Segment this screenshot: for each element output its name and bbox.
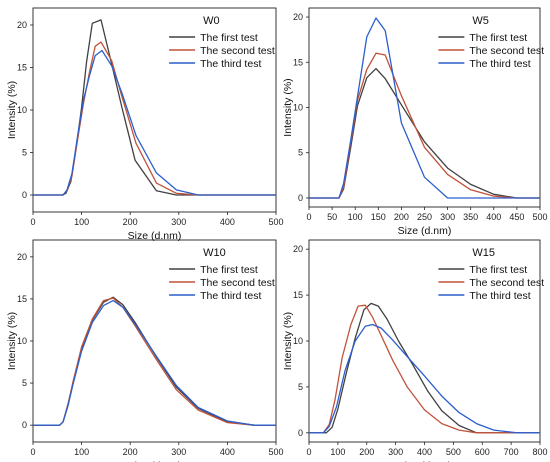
y-tick-label: 10 — [293, 336, 303, 346]
panel-title: W10 — [203, 247, 226, 259]
series-line-3 — [309, 323, 540, 434]
x-tick-label: 800 — [532, 447, 547, 457]
x-tick-label: 150 — [371, 212, 386, 222]
legend-label: The third test — [200, 58, 261, 70]
x-tick-label: 200 — [123, 217, 138, 227]
y-tick-label: 0 — [22, 190, 27, 200]
series-line-1 — [33, 296, 276, 426]
x-tick-label: 200 — [394, 212, 409, 222]
series-line-2 — [33, 297, 276, 426]
x-tick-label: 200 — [359, 447, 374, 457]
x-tick-label: 500 — [532, 212, 547, 222]
series-line-2 — [309, 304, 540, 434]
series-line-3 — [309, 17, 540, 199]
y-tick-label: 20 — [17, 252, 27, 262]
x-tick-label: 350 — [463, 212, 478, 222]
x-tick-label: 0 — [30, 447, 35, 457]
x-tick-label: 0 — [306, 212, 311, 222]
x-tick-label: 700 — [504, 447, 519, 457]
y-tick-label: 10 — [293, 103, 303, 113]
x-tick-label: 400 — [417, 447, 432, 457]
legend-label: The second test — [469, 45, 544, 57]
x-tick-label: 50 — [327, 212, 337, 222]
x-axis-label: Size (d.nm) — [398, 460, 452, 462]
y-tick-label: 0 — [298, 193, 303, 203]
panel-title: W5 — [472, 15, 489, 27]
panel-title: W15 — [472, 247, 495, 259]
x-tick-label: 300 — [440, 212, 455, 222]
y-tick-label: 5 — [22, 378, 27, 388]
y-tick-label: 10 — [17, 105, 27, 115]
y-tick-label: 20 — [293, 12, 303, 22]
legend-label: The first test — [200, 264, 258, 276]
x-tick-label: 300 — [171, 447, 186, 457]
panel-w5: 0 50 100 150 200 250 300 350 400 450 500 0 5 10 15 20 Si… — [282, 7, 548, 237]
legend-label: The third test — [469, 58, 530, 70]
y-tick-label: 15 — [293, 57, 303, 67]
x-tick-label: 0 — [30, 217, 35, 227]
x-tick-label: 500 — [446, 447, 461, 457]
legend-label: The third test — [200, 290, 261, 302]
y-tick-label: 20 — [17, 20, 27, 30]
panel-w0: 0 100 200 300 400 500 0 5 10 15 20 Size (d.nm) Inten… — [6, 7, 284, 242]
y-axis-label: Intensity (%) — [6, 81, 18, 139]
x-tick-label: 0 — [306, 447, 311, 457]
y-tick-label: 0 — [22, 420, 27, 430]
y-tick-label: 20 — [293, 244, 303, 254]
x-tick-label: 400 — [220, 217, 235, 227]
legend-label: The third test — [469, 290, 530, 302]
x-axis-label: Size (d.nm) — [128, 460, 182, 462]
y-tick-label: 5 — [22, 148, 27, 158]
x-tick-label: 250 — [417, 212, 432, 222]
y-tick-label: 15 — [17, 294, 27, 304]
panel-w10: 0 100 200 300 400 500 0 5 10 15 20 Size (d.nm) Inten… — [6, 239, 284, 462]
x-tick-label: 100 — [348, 212, 363, 222]
x-tick-label: 450 — [509, 212, 524, 222]
x-tick-label: 100 — [330, 447, 345, 457]
series-line-3 — [33, 49, 276, 196]
x-tick-label: 100 — [74, 447, 89, 457]
legend-label: The first test — [200, 32, 258, 44]
x-axis-label: Size (d.nm) — [398, 225, 452, 237]
y-tick-label: 0 — [298, 428, 303, 438]
x-tick-label: 300 — [171, 217, 186, 227]
legend-label: The first test — [469, 32, 527, 44]
y-tick-label: 15 — [17, 63, 27, 73]
x-tick-label: 400 — [486, 212, 501, 222]
legend-label: The second test — [469, 277, 544, 289]
x-tick-label: 500 — [268, 447, 283, 457]
series-line-3 — [33, 299, 276, 426]
x-tick-label: 500 — [268, 217, 283, 227]
x-tick-label: 600 — [475, 447, 490, 457]
x-tick-label: 200 — [123, 447, 138, 457]
panel-title: W0 — [203, 15, 220, 27]
x-tick-label: 100 — [74, 217, 89, 227]
y-tick-label: 5 — [298, 148, 303, 158]
y-tick-label: 5 — [298, 382, 303, 392]
series-line-1 — [309, 67, 540, 199]
x-tick-label: 300 — [388, 447, 403, 457]
legend-label: The second test — [200, 45, 275, 57]
y-axis-label: Intensity (%) — [6, 312, 18, 370]
x-tick-label: 400 — [220, 447, 235, 457]
panel-w15: 0 100 200 300 400 500 600 700 800 0 5 10 15 20 Size (d… — [282, 239, 548, 462]
y-axis-label: Intensity (%) — [282, 312, 294, 370]
legend-label: The second test — [200, 277, 275, 289]
x-axis-label: Size (d.nm) — [128, 230, 182, 242]
y-tick-label: 15 — [293, 290, 303, 300]
series-line-1 — [309, 302, 540, 434]
y-axis-label: Intensity (%) — [282, 78, 294, 136]
y-tick-label: 10 — [17, 336, 27, 346]
legend-label: The first test — [469, 264, 527, 276]
